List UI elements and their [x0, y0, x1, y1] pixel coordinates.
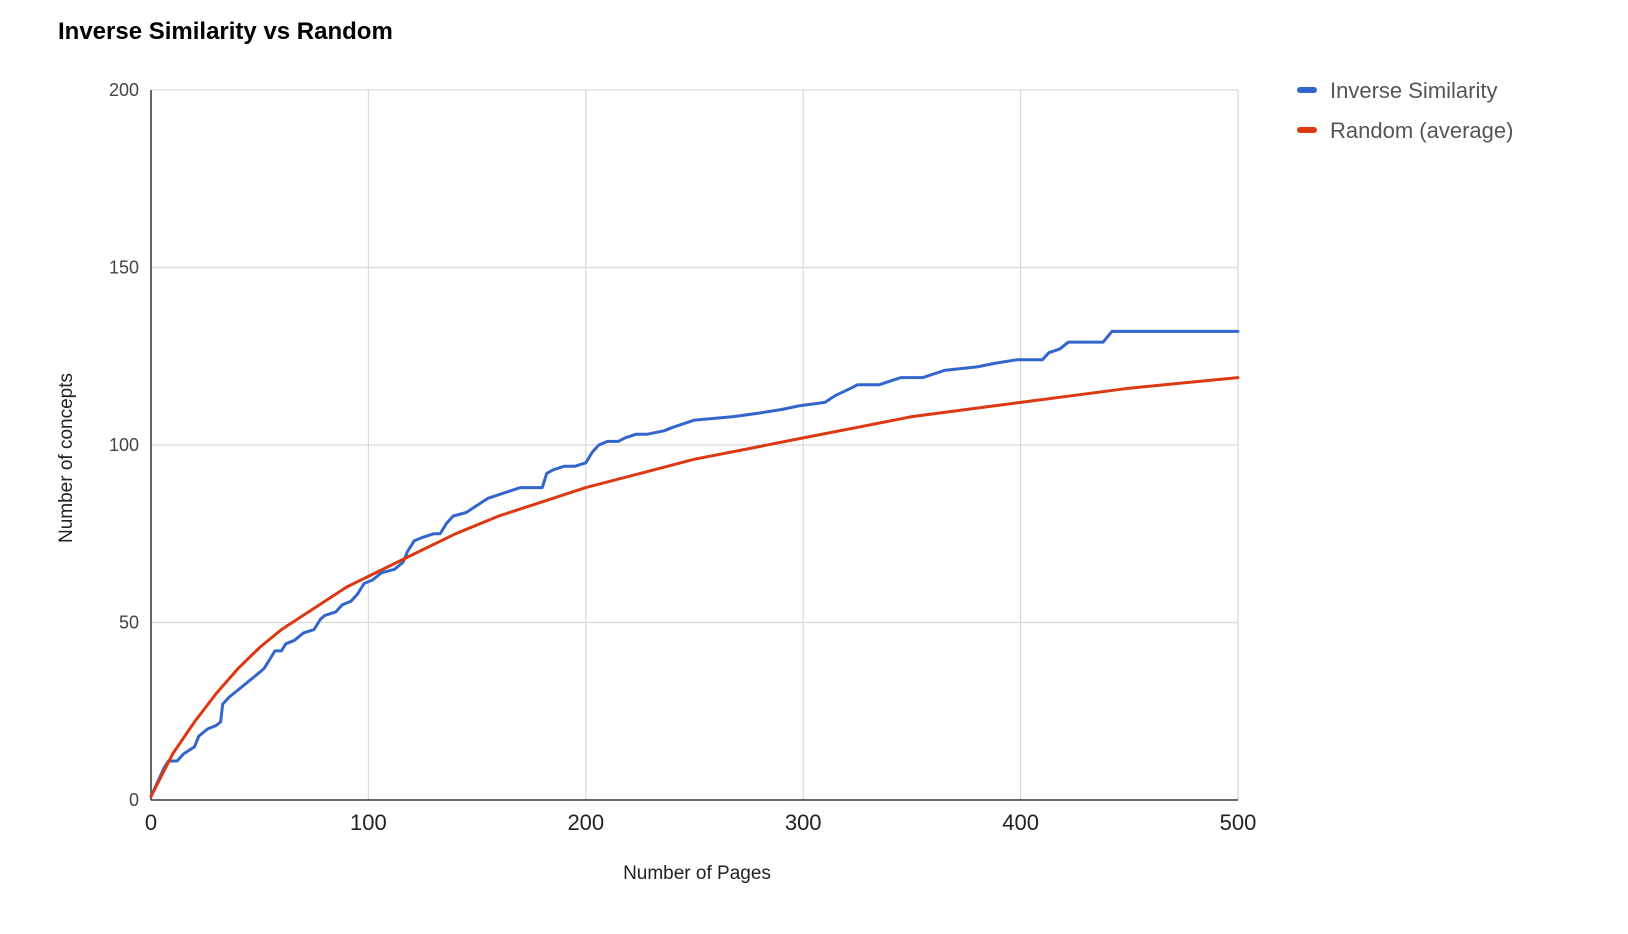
chart-title: Inverse Similarity vs Random: [58, 18, 393, 45]
y-axis-label: Number of concepts: [56, 373, 77, 543]
x-tick-label: 500: [1220, 810, 1257, 835]
y-axis-ticks: 0 50 100 150 200: [109, 80, 139, 810]
series-line-inverse-similarity: [149, 329, 1240, 798]
legend-label-inverse-similarity: Inverse Similarity: [1330, 78, 1497, 103]
legend-item-inverse-similarity[interactable]: Inverse Similarity: [1297, 78, 1497, 103]
y-tick-label: 0: [129, 790, 139, 810]
x-axis-ticks: 0 100 200 300 400 500: [145, 810, 1256, 835]
y-tick-label: 200: [109, 80, 139, 100]
x-tick-label: 0: [145, 810, 157, 835]
legend-swatch-random-average: [1297, 127, 1317, 133]
axes: [150, 90, 1238, 801]
x-tick-label: 300: [785, 810, 822, 835]
legend-swatch-inverse-similarity: [1297, 87, 1317, 93]
legend: Inverse Similarity Random (average): [1297, 78, 1513, 143]
y-tick-label: 150: [109, 258, 139, 278]
grid-lines: [151, 89, 1239, 800]
x-axis-label: Number of Pages: [623, 863, 771, 884]
legend-item-random-average[interactable]: Random (average): [1297, 118, 1513, 143]
legend-label-random-average: Random (average): [1330, 118, 1513, 143]
x-tick-label: 400: [1002, 810, 1039, 835]
series-lines: [149, 329, 1240, 798]
x-tick-label: 200: [567, 810, 604, 835]
x-tick-label: 100: [350, 810, 387, 835]
y-tick-label: 50: [119, 613, 139, 633]
series-line-random-average: [149, 376, 1240, 798]
y-tick-label: 100: [109, 435, 139, 455]
